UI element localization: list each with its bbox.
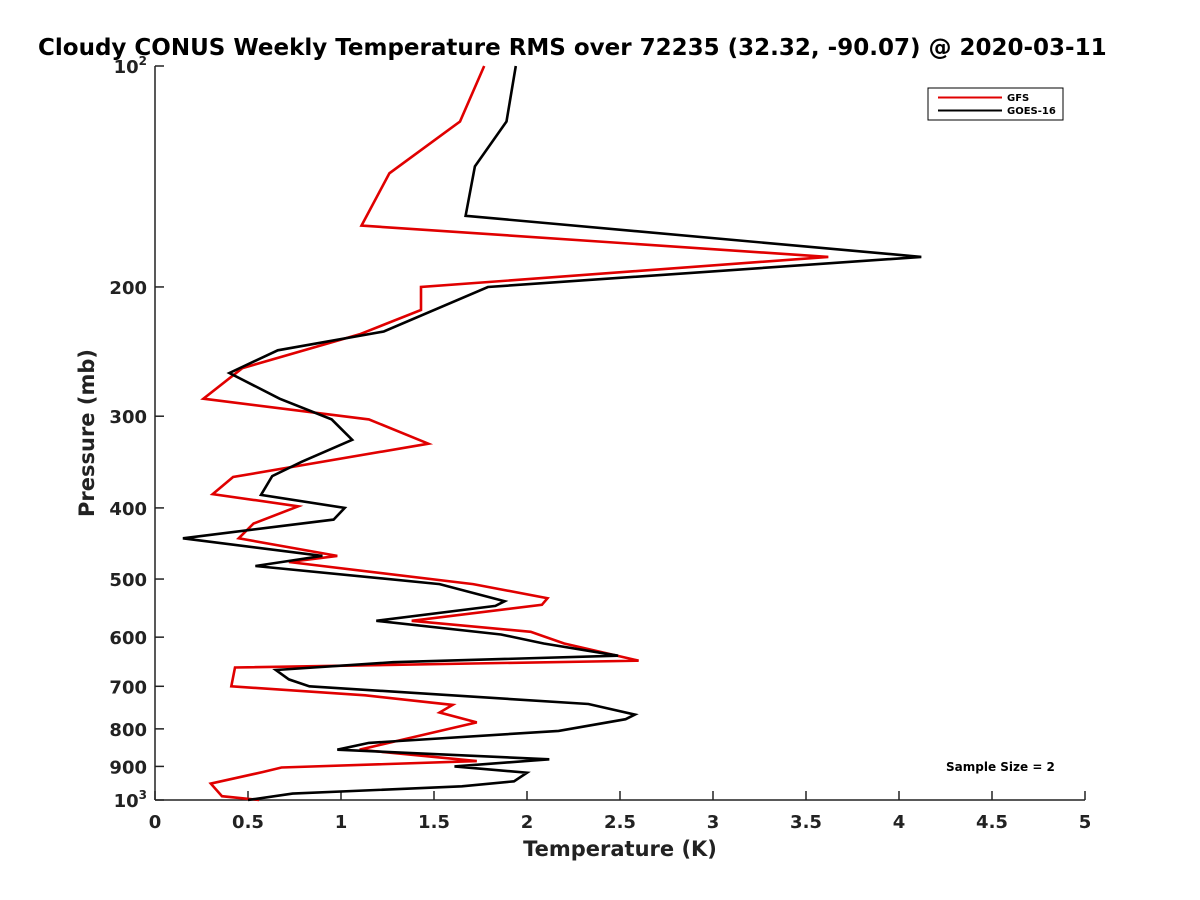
y-tick-label: 800 — [109, 720, 147, 741]
x-tick-label: 4 — [893, 812, 906, 833]
series-lines — [182, 65, 922, 802]
legend: GFS GOES-16 — [927, 87, 1064, 121]
y-tick-label: 700 — [109, 677, 147, 698]
x-tick-label: 4.5 — [976, 812, 1008, 833]
y-tick-exponent: 2 — [139, 54, 147, 68]
x-tick-label: 2.5 — [604, 812, 636, 833]
y-tick-base: 10 — [114, 791, 139, 812]
y-tick-label: 300 — [109, 407, 147, 428]
x-axis-ticks: 0 0.5 1 1.5 2 2.5 3 3.5 4 4.5 5 — [149, 791, 1092, 833]
sample-size-annotation: Sample Size = 2 — [946, 760, 1055, 774]
legend-label-goes16: GOES-16 — [1007, 106, 1056, 117]
x-tick-label: 2 — [521, 812, 534, 833]
y-tick-base: 10 — [114, 57, 139, 78]
legend-label-gfs: GFS — [1007, 93, 1029, 104]
x-tick-label: 0.5 — [232, 812, 264, 833]
x-tick-label: 3.5 — [790, 812, 822, 833]
chart-title: Cloudy CONUS Weekly Temperature RMS over… — [38, 35, 1107, 61]
series-line-goes16 — [182, 65, 922, 802]
y-tick-exponent: 3 — [139, 788, 147, 802]
x-tick-label: 1.5 — [418, 812, 450, 833]
y-tick-label: 600 — [109, 628, 147, 649]
y-tick-label: 900 — [109, 757, 147, 778]
y-tick-label: 200 — [109, 278, 147, 299]
y-tick-label: 102 — [114, 54, 147, 78]
y-tick-label: 400 — [109, 499, 147, 520]
x-tick-label: 3 — [707, 812, 720, 833]
x-tick-label: 0 — [149, 812, 162, 833]
y-tick-label: 500 — [109, 570, 147, 591]
x-tick-label: 5 — [1079, 812, 1092, 833]
y-tick-label: 103 — [114, 788, 147, 812]
x-tick-label: 1 — [335, 812, 348, 833]
legend-box — [927, 87, 1064, 121]
x-axis-label: Temperature (K) — [523, 837, 717, 861]
series-line-gfs — [200, 65, 829, 802]
y-axis-label: Pressure (mb) — [75, 349, 99, 517]
